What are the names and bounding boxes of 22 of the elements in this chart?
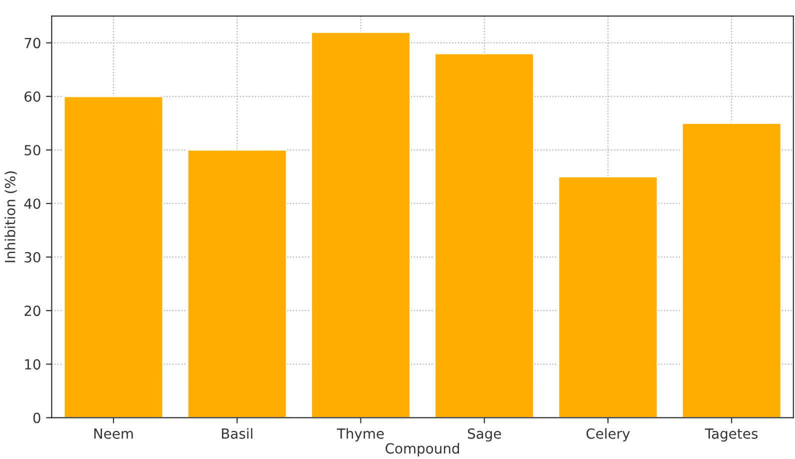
y-tick-label: 40 (24, 198, 40, 209)
bar (434, 52, 534, 418)
y-tick-label: 30 (24, 252, 40, 263)
bar (310, 31, 411, 418)
bar (186, 149, 288, 418)
y-tick-label: 20 (24, 306, 40, 316)
y-tick-label: 60 (24, 91, 40, 102)
y-tick-label: 70 (24, 38, 40, 48)
x-axis-title: Compound (386, 442, 460, 456)
bar (681, 122, 782, 418)
bar (63, 96, 164, 418)
y-tick-label: 10 (25, 359, 40, 370)
x-tick-label: Basil (222, 428, 252, 439)
x-tick-label: Celery (586, 428, 630, 442)
y-axis-title: Inhibition (%) (4, 171, 17, 262)
x-tick-label: Sage (468, 428, 501, 442)
y-tick-label: 50 (24, 144, 40, 156)
y-tick-label: 0 (33, 412, 40, 424)
bar (558, 176, 658, 418)
x-tick-label: Tagetes (704, 428, 758, 442)
x-tick-label: Thyme (336, 428, 384, 442)
x-tick-label: Neem (94, 428, 133, 439)
